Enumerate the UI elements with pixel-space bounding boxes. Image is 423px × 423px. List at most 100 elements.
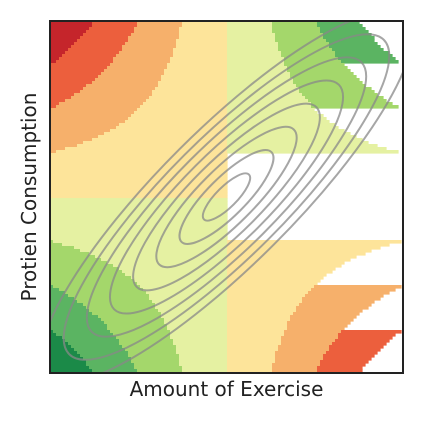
heatmap-cell-run — [119, 51, 174, 55]
heatmap-cell-run — [50, 219, 228, 223]
heatmap-cell-run — [137, 24, 183, 28]
heatmap-cell-run — [227, 75, 291, 79]
heatmap-cell-run — [332, 48, 384, 52]
heatmap-cell-run — [182, 21, 228, 25]
heatmap-cell-run — [227, 285, 315, 289]
heatmap-cell-run — [50, 183, 228, 187]
heatmap-cell-run — [143, 288, 228, 292]
heatmap-cell-run — [50, 171, 228, 175]
heatmap-cell-run — [287, 327, 345, 331]
heatmap-cell-run — [50, 207, 228, 211]
heatmap-cell-run — [50, 21, 93, 25]
heatmap-cell-run — [227, 324, 288, 328]
heatmap-cell-run — [65, 339, 120, 343]
heatmap-cell-run — [227, 87, 300, 91]
heatmap-cell-run — [50, 177, 228, 181]
heatmap-cell-run — [293, 81, 363, 85]
heatmap-cell-run — [281, 342, 333, 346]
heatmap-cell-run — [50, 42, 75, 46]
heatmap-cell-run — [113, 264, 228, 268]
heatmap-cell-run — [92, 369, 138, 373]
heatmap-cell-run — [227, 240, 402, 244]
heatmap-cell-run — [329, 348, 381, 352]
heatmap-cell-run — [50, 63, 111, 67]
heatmap-cell-run — [122, 270, 228, 274]
heatmap-cell-run — [89, 309, 159, 313]
heatmap-cell-run — [320, 27, 366, 31]
heatmap-cell-run — [341, 60, 399, 64]
heatmap-cell-run — [50, 366, 90, 370]
heatmap-cell-run — [77, 39, 129, 43]
heatmap-cell-run — [227, 345, 279, 349]
heatmap-cell-run — [311, 102, 393, 106]
heatmap-cell-run — [227, 348, 279, 352]
heatmap-cell-run — [50, 54, 63, 58]
heatmap-cell-run — [68, 294, 150, 298]
heatmap-cell-run — [74, 348, 126, 352]
heatmap-cell-run — [227, 300, 303, 304]
heatmap-cell-run — [320, 360, 369, 364]
heatmap-cell-run — [227, 249, 372, 253]
heatmap-cell-run — [335, 54, 393, 58]
heatmap-cell-run — [71, 345, 123, 349]
heatmap-cell-run — [50, 138, 93, 142]
heatmap-cell-run — [50, 102, 60, 106]
heatmap-cell-run — [98, 135, 228, 139]
contour-ellipse — [85, 56, 368, 338]
heatmap-cell-run — [50, 327, 108, 331]
heatmap-cell-run — [77, 144, 228, 148]
heatmap-cell-run — [227, 291, 309, 295]
heatmap-cell-run — [50, 342, 69, 346]
heatmap-cell-run — [50, 39, 78, 43]
heatmap-cell-run — [227, 303, 300, 307]
heatmap-cell-run — [317, 369, 363, 373]
heatmap-cell-run — [107, 324, 168, 328]
heatmap-cell-run — [137, 108, 228, 112]
heatmap-cell-run — [50, 237, 228, 241]
heatmap-cell-run — [227, 78, 294, 82]
heatmap-cell-run — [227, 243, 390, 247]
heatmap-cell-run — [50, 258, 102, 262]
heatmap-cell-run — [50, 90, 81, 94]
heatmap-cell-run — [116, 54, 174, 58]
heatmap-cell-run — [95, 78, 162, 82]
heatmap-cell-run — [326, 39, 375, 43]
heatmap-cell-run — [50, 360, 87, 364]
heatmap-cell-run — [227, 39, 276, 43]
heatmap-cell-run — [50, 228, 228, 232]
heatmap-cell-run — [50, 300, 78, 304]
heatmap-cell-run — [50, 66, 108, 70]
heatmap-cell-run — [284, 60, 342, 64]
contour-ellipse — [108, 79, 345, 315]
heatmap-cell-run — [113, 60, 171, 64]
heatmap-cell-run — [83, 357, 132, 361]
heatmap-cell-run — [50, 72, 102, 76]
heatmap-cell-run — [275, 357, 324, 361]
heatmap-cell-run — [227, 120, 330, 124]
heatmap-cell-run — [50, 24, 93, 28]
heatmap-cell-run — [110, 129, 228, 133]
heatmap-cell-run — [335, 51, 390, 55]
heatmap-cell-run — [227, 366, 273, 370]
heatmap-cell-run — [50, 78, 96, 82]
heatmap-cell-run — [50, 141, 84, 145]
heatmap-cell-run — [56, 150, 228, 154]
heatmap-cell-run — [227, 24, 273, 28]
heatmap-cell-run — [50, 240, 54, 244]
heatmap-cell-run — [50, 111, 135, 115]
heatmap-cell-run — [227, 327, 288, 331]
heatmap-cell-run — [77, 351, 129, 355]
heatmap-cell-run — [80, 90, 153, 94]
heatmap-cell-run — [227, 33, 276, 37]
heatmap-cell-run — [50, 339, 66, 343]
heatmap-cell-run — [137, 21, 183, 25]
heatmap-cell-run — [227, 273, 327, 277]
heatmap-cell-run — [83, 87, 156, 91]
heatmap-cell-run — [134, 30, 180, 34]
heatmap-cell-run — [287, 324, 348, 328]
heatmap-cell-run — [227, 354, 276, 358]
heatmap-cell-run — [83, 33, 132, 37]
heatmap-cell-run — [296, 84, 366, 88]
heatmap-cell-run — [65, 51, 120, 55]
heatmap-cell-run — [284, 330, 342, 334]
